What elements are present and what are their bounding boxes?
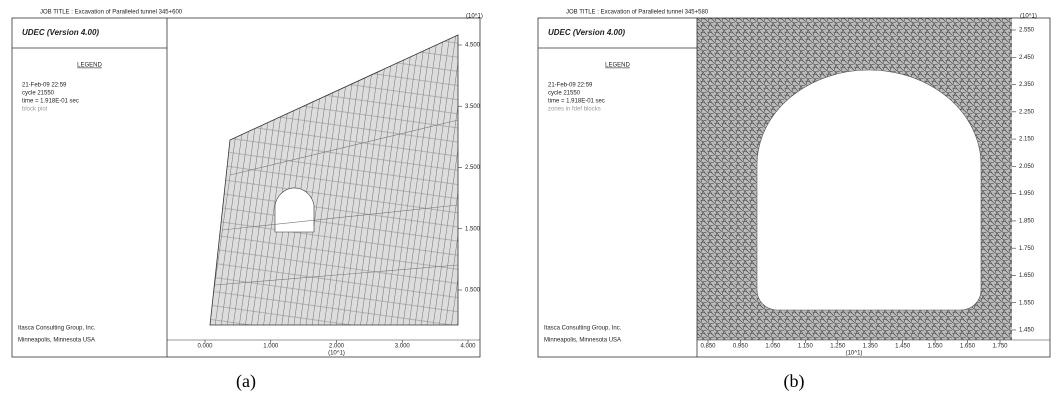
joint (221, 204, 459, 231)
time: time = 1.918E-01 sec (548, 99, 605, 105)
x-unit: (10^1) (328, 351, 345, 357)
x-tick-label: 1.150 (798, 344, 814, 350)
y-tick-label: 1.450 (1019, 328, 1035, 334)
job-title: JOB TITLE : Excavation of Paralleled tun… (40, 10, 183, 16)
program-title: UDEC (Version 4.00) (548, 28, 625, 37)
x-tick-label: 1.750 (992, 344, 1008, 350)
y-tick-label: 1.850 (1019, 218, 1035, 224)
tunnel (274, 187, 315, 233)
caption: (a) (236, 371, 256, 392)
x-tick-label: 1.650 (960, 344, 976, 350)
company: Itasca Consulting Group, Inc. (544, 326, 622, 332)
y-unit: (10^1) (1020, 14, 1037, 20)
plot-item: zones in fdef blocks (548, 107, 601, 113)
block-model (209, 34, 459, 326)
x-tick-label: 2.000 (329, 344, 345, 350)
x-tick-label: 0.850 (700, 344, 716, 350)
y-tick-label: 2.050 (1019, 164, 1035, 170)
x-tick-label: 0.000 (197, 344, 213, 350)
cycle: cycle 21550 (22, 91, 55, 97)
y-tick-label: 2.350 (1019, 82, 1035, 88)
panel-frame (11, 17, 481, 358)
date: 21-Feb-09 22:59 (548, 83, 593, 89)
y-tick-label: 1.750 (1019, 246, 1035, 252)
x-tick-label: 1.000 (263, 344, 279, 350)
date: 21-Feb-09 22:59 (22, 83, 67, 89)
caption: (b) (784, 371, 805, 392)
plot-item: block plot (22, 107, 48, 113)
cycle: cycle 21550 (548, 91, 581, 97)
legend-heading: LEGEND (605, 63, 630, 69)
location: Minneapolis, Minnesota USA (18, 338, 95, 344)
joint (229, 119, 459, 176)
y-tick-label: 2.450 (1019, 55, 1035, 61)
company: Itasca Consulting Group, Inc. (18, 326, 96, 332)
y-tick-label: 2.550 (1019, 28, 1035, 34)
x-tick-label: 1.550 (928, 344, 944, 350)
y-tick-label: 1.550 (1019, 300, 1035, 306)
program-title: UDEC (Version 4.00) (22, 28, 99, 37)
time: time = 1.918E-01 sec (22, 99, 79, 105)
y-unit: (10^1) (466, 14, 483, 20)
x-tick-label: 1.450 (895, 344, 911, 350)
y-tick-label: 1.950 (1019, 191, 1035, 197)
location: Minneapolis, Minnesota USA (544, 338, 621, 344)
x-tick-label: 3.000 (395, 344, 411, 350)
x-tick-label: 1.250 (830, 344, 846, 350)
joint (214, 264, 459, 286)
y-tick-label: 2.250 (1019, 109, 1035, 115)
y-tick-label: 1.500 (465, 226, 481, 232)
x-unit: (10^1) (846, 351, 863, 357)
y-tick-label: 2.150 (1019, 137, 1035, 143)
x-tick-label: 0.950 (733, 344, 749, 350)
x-tick-label: 1.350 (863, 344, 879, 350)
y-tick-label: 1.650 (1019, 273, 1035, 279)
x-tick-label: 1.050 (765, 344, 781, 350)
y-tick-label: 4.500 (465, 43, 481, 49)
job-title: JOB TITLE : Excavation of Paralleled tun… (566, 10, 709, 16)
y-tick-label: 3.500 (465, 104, 481, 110)
panel-frame (537, 17, 1051, 358)
y-tick-label: 2.500 (465, 165, 481, 171)
tunnel (756, 69, 982, 311)
y-tick-label: 0.500 (465, 288, 481, 294)
x-tick-label: 4.000 (460, 344, 476, 350)
legend-heading: LEGEND (77, 63, 102, 69)
